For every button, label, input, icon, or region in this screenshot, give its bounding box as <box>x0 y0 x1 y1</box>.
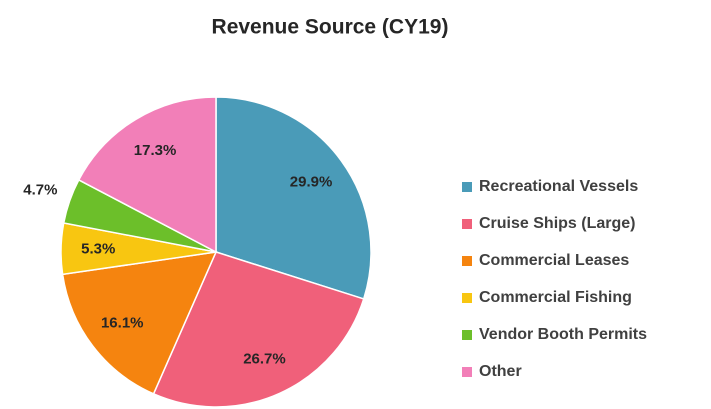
legend-label: Commercial Leases <box>479 252 629 269</box>
pie-slice <box>77 96 217 254</box>
pie-slice <box>215 96 372 300</box>
legend-label: Other <box>479 363 522 380</box>
legend-label: Cruise Ships (Large) <box>479 215 635 232</box>
data-label: 17.3% <box>134 142 177 159</box>
pie-slice <box>152 251 365 408</box>
legend-swatch <box>462 219 472 229</box>
legend-swatch <box>462 256 472 266</box>
pie-slice <box>61 251 218 395</box>
legend-label: Recreational Vessels <box>479 178 638 195</box>
data-label: 29.9% <box>290 173 333 190</box>
data-label: 16.1% <box>101 314 144 331</box>
data-label: 4.7% <box>23 182 57 199</box>
data-label: 26.7% <box>243 350 286 367</box>
legend-swatch <box>462 330 472 340</box>
chart-title: Revenue Source (CY19) <box>212 16 449 39</box>
legend-swatch <box>462 182 472 192</box>
legend-swatch <box>462 367 472 377</box>
legend-label: Vendor Booth Permits <box>479 326 647 343</box>
data-label: 5.3% <box>81 240 115 257</box>
legend-swatch <box>462 293 472 303</box>
legend-label: Commercial Fishing <box>479 289 632 306</box>
